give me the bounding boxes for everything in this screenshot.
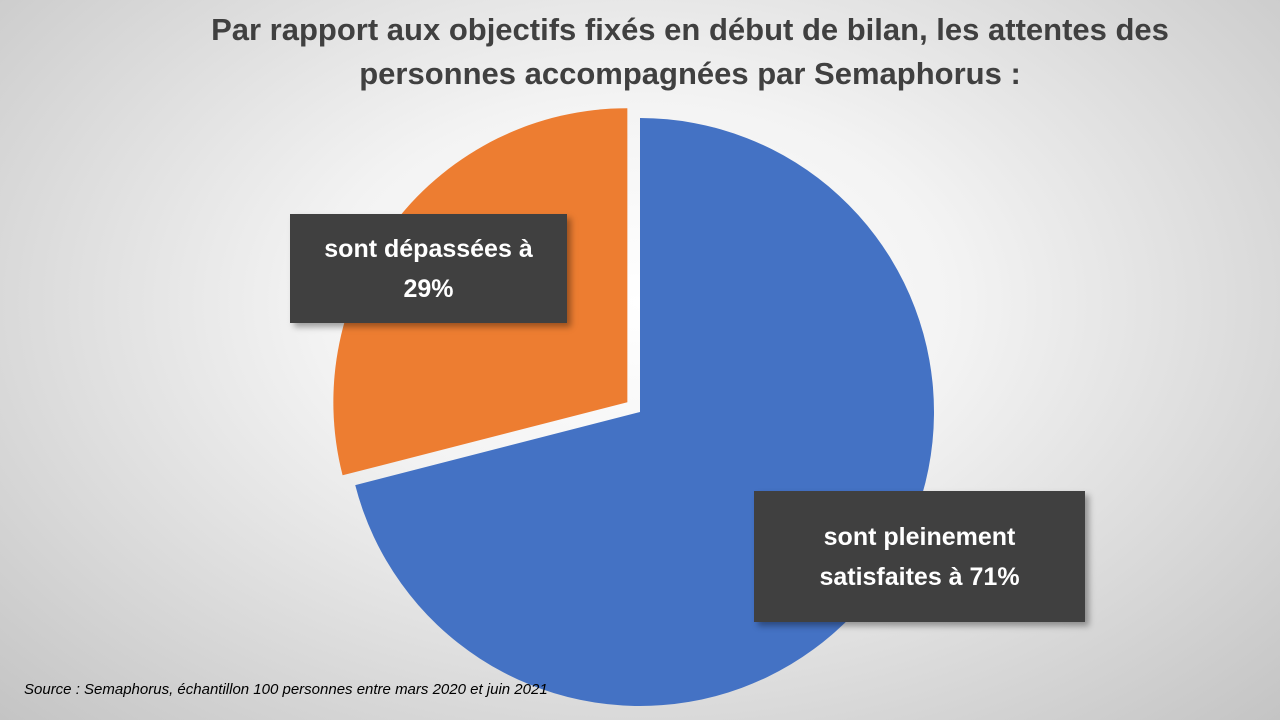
- chart-title: Par rapport aux objectifs fixés en début…: [150, 8, 1230, 96]
- chart-title-line-1: Par rapport aux objectifs fixés en début…: [211, 12, 1169, 47]
- data-label-satisfaites-line-2: satisfaites à 71%: [819, 562, 1020, 591]
- data-label-depassees-line-1: sont dépassées à: [324, 234, 533, 263]
- source-note: Source : Semaphorus, échantillon 100 per…: [24, 681, 548, 698]
- data-label-depassees: sont dépassées à 29%: [290, 214, 567, 323]
- data-label-satisfaites-line-1: sont pleinement: [823, 522, 1016, 551]
- chart-title-line-2: personnes accompagnées par Semaphorus :: [359, 56, 1021, 91]
- data-label-satisfaites: sont pleinement satisfaites à 71%: [754, 491, 1085, 622]
- data-label-depassees-line-2: 29%: [403, 274, 454, 303]
